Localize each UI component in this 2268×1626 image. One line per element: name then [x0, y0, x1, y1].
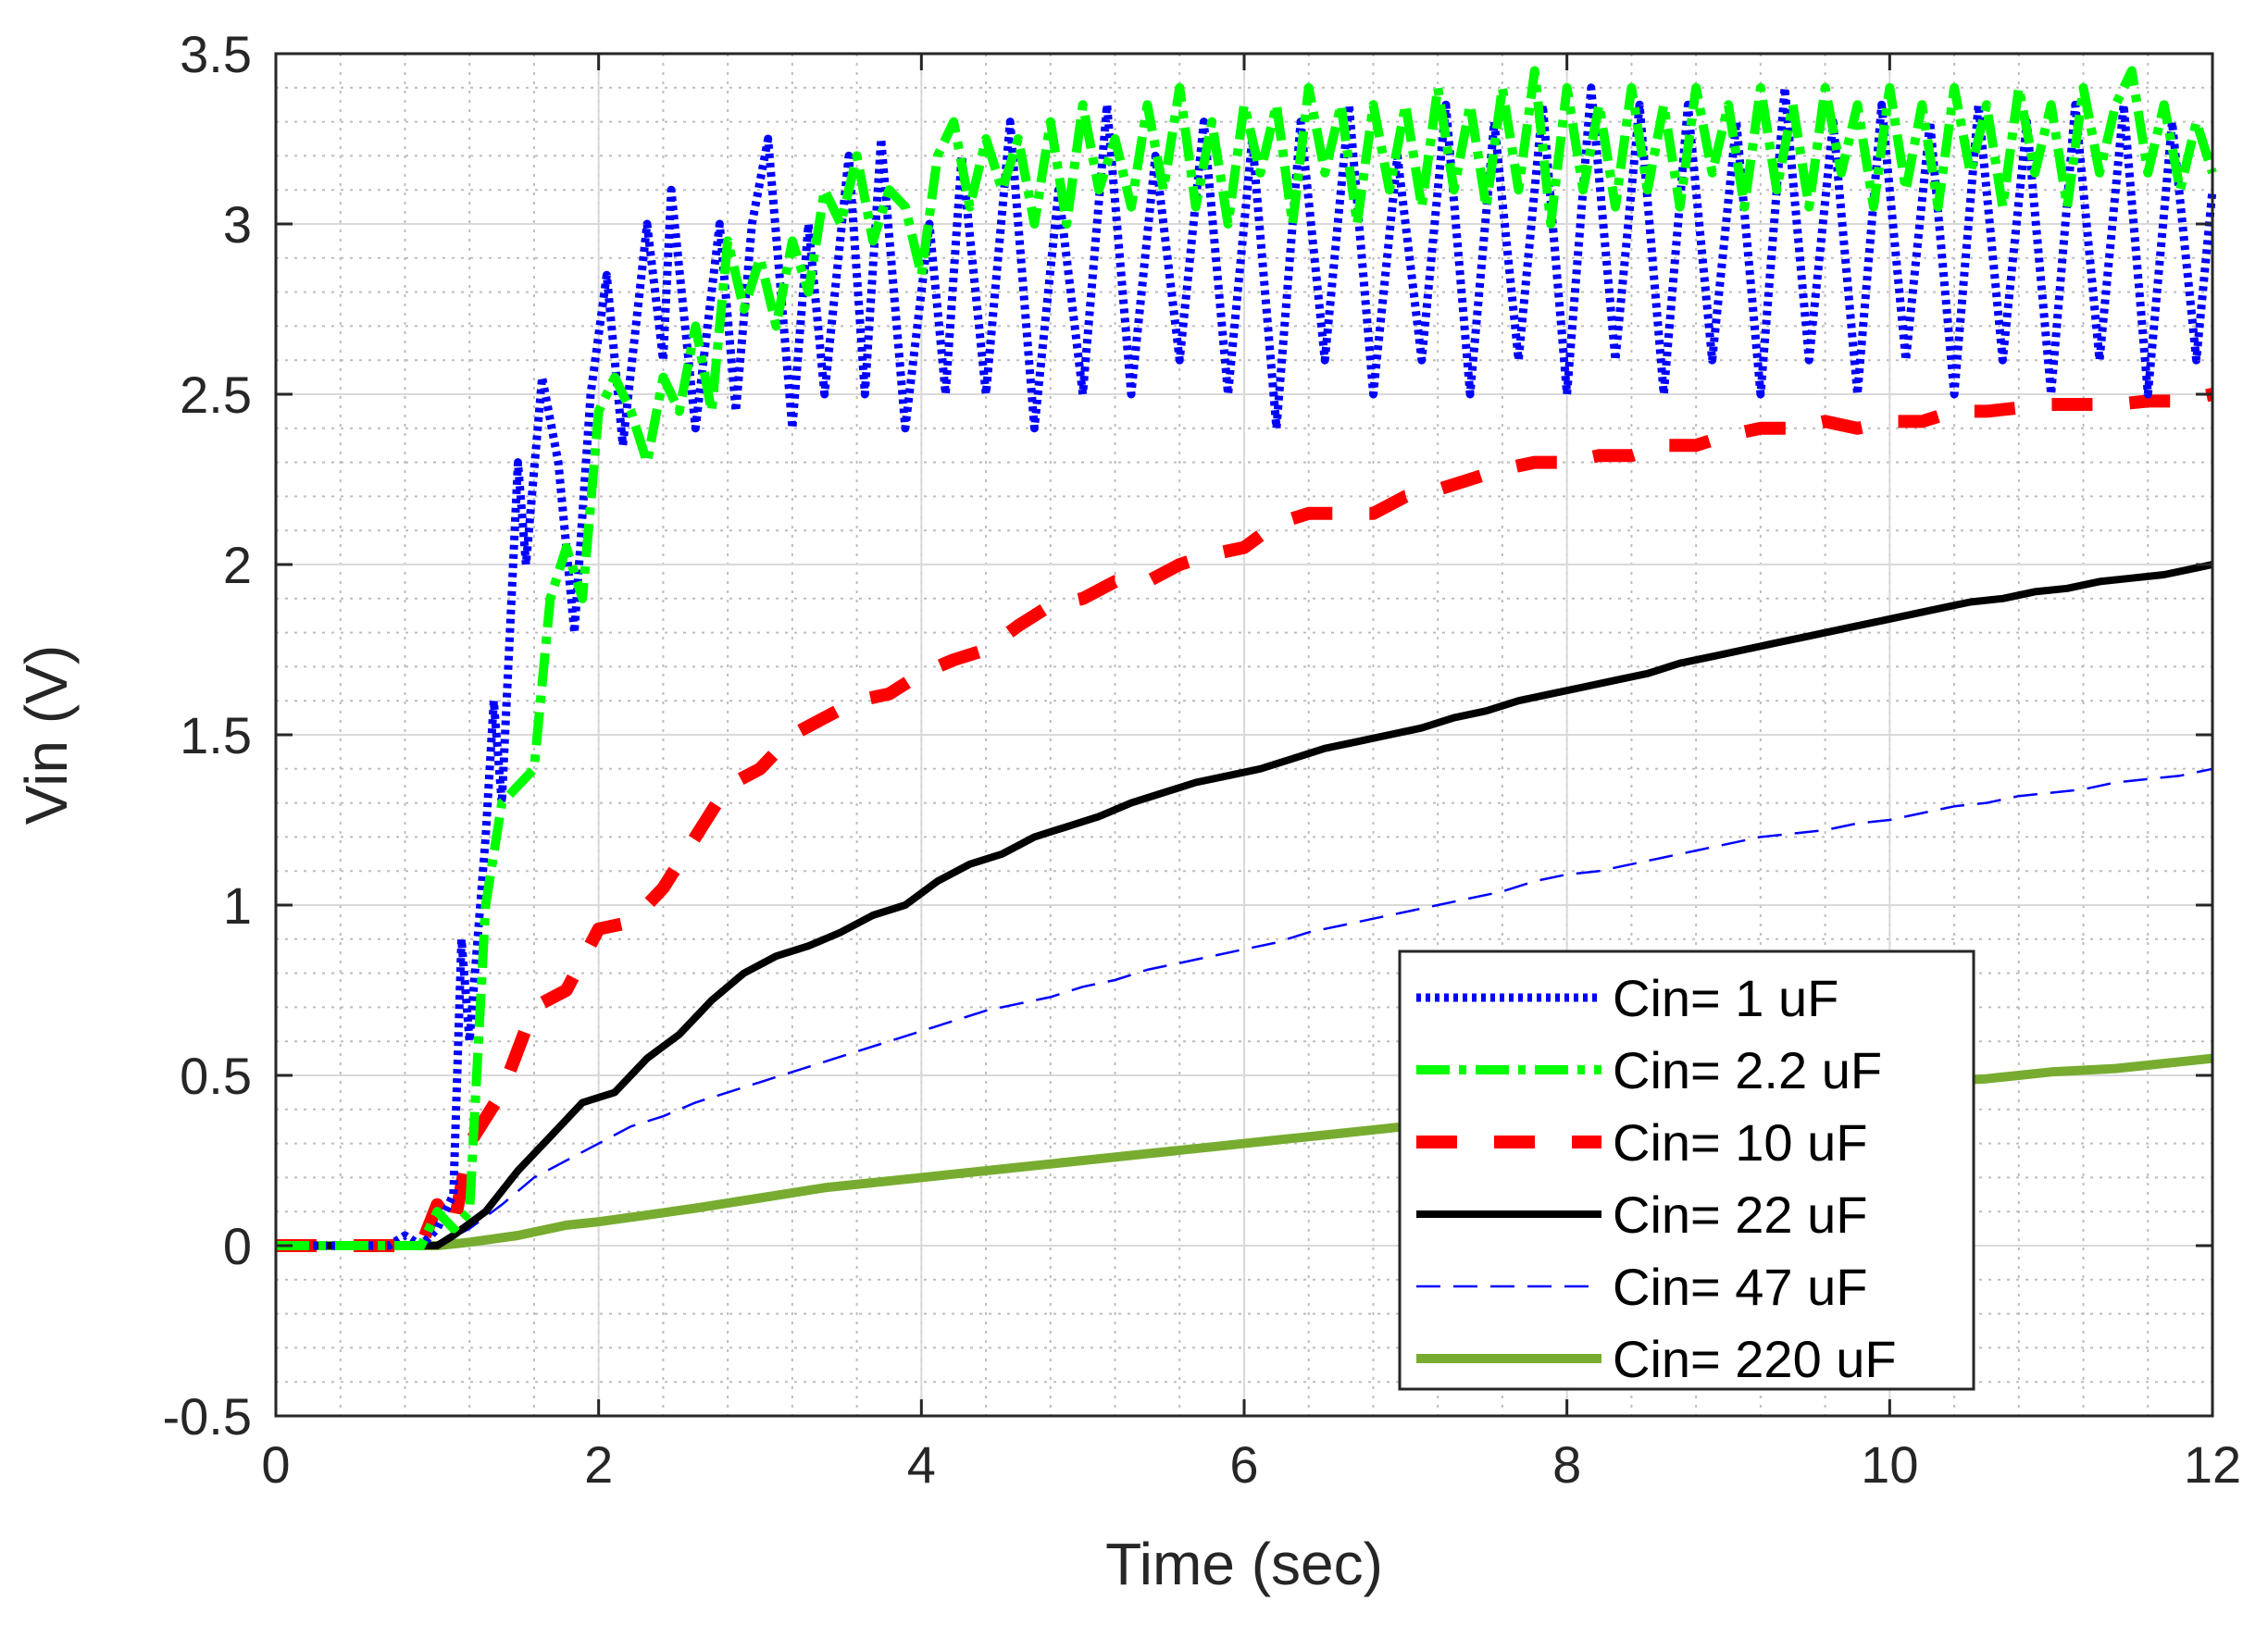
y-tick-label: 2.5 [180, 366, 252, 424]
legend-label: Cin= 22 uF [1613, 1185, 1868, 1244]
y-tick-label: 0.5 [180, 1047, 252, 1105]
legend: Cin= 1 uF Cin= 2.2 uF Cin= 10 uF Cin= 22 uF… [1398, 950, 1975, 1391]
x-axis-label: Time (sec) [1105, 1531, 1383, 1597]
legend-label: Cin= 220 uF [1613, 1330, 1897, 1388]
series-line-cin-47-uf [276, 767, 2213, 1247]
x-tick-label: 12 [2184, 1435, 2241, 1494]
legend-label: Cin= 10 uF [1613, 1113, 1868, 1172]
legend-label: Cin= 1 uF [1613, 969, 1838, 1027]
y-tick-label: 2 [223, 536, 252, 594]
legend-label: Cin= 47 uF [1613, 1258, 1868, 1316]
legend-entries: Cin= 1 uF Cin= 2.2 uF Cin= 10 uF Cin= 22 uF… [1416, 969, 1897, 1388]
y-tick-label: 3 [223, 195, 252, 254]
y-tick-label: 1.5 [180, 706, 252, 764]
series-line-cin-1-uf [276, 83, 2217, 1250]
x-tick-label: 4 [907, 1435, 936, 1494]
series-line-cin-2-2-uf [276, 66, 2217, 1250]
y-tick-label: -0.5 [163, 1387, 253, 1446]
x-tick-label: 6 [1229, 1435, 1258, 1494]
x-tick-label: 10 [1861, 1435, 1918, 1494]
legend-label: Cin= 2.2 uF [1613, 1041, 1882, 1099]
y-tick-label: 3.5 [180, 25, 252, 83]
legend-box [1398, 950, 1975, 1391]
x-tick-label: 0 [261, 1435, 290, 1494]
x-tick-label: 2 [584, 1435, 613, 1494]
y-tick-label: 0 [223, 1217, 252, 1275]
y-axis: -0.5 0 0.5 1 1.5 2 2.5 3 3.5 [163, 25, 2212, 1446]
x-axis: 0 2 4 6 8 10 12 [261, 54, 2241, 1494]
series-line-cin-22-uf [276, 561, 2213, 1249]
y-tick-label: 1 [223, 876, 252, 935]
x-tick-label: 8 [1552, 1435, 1581, 1494]
y-axis-label: Vin (V) [13, 645, 80, 825]
series-line-cin-10-uf [276, 388, 2214, 1252]
